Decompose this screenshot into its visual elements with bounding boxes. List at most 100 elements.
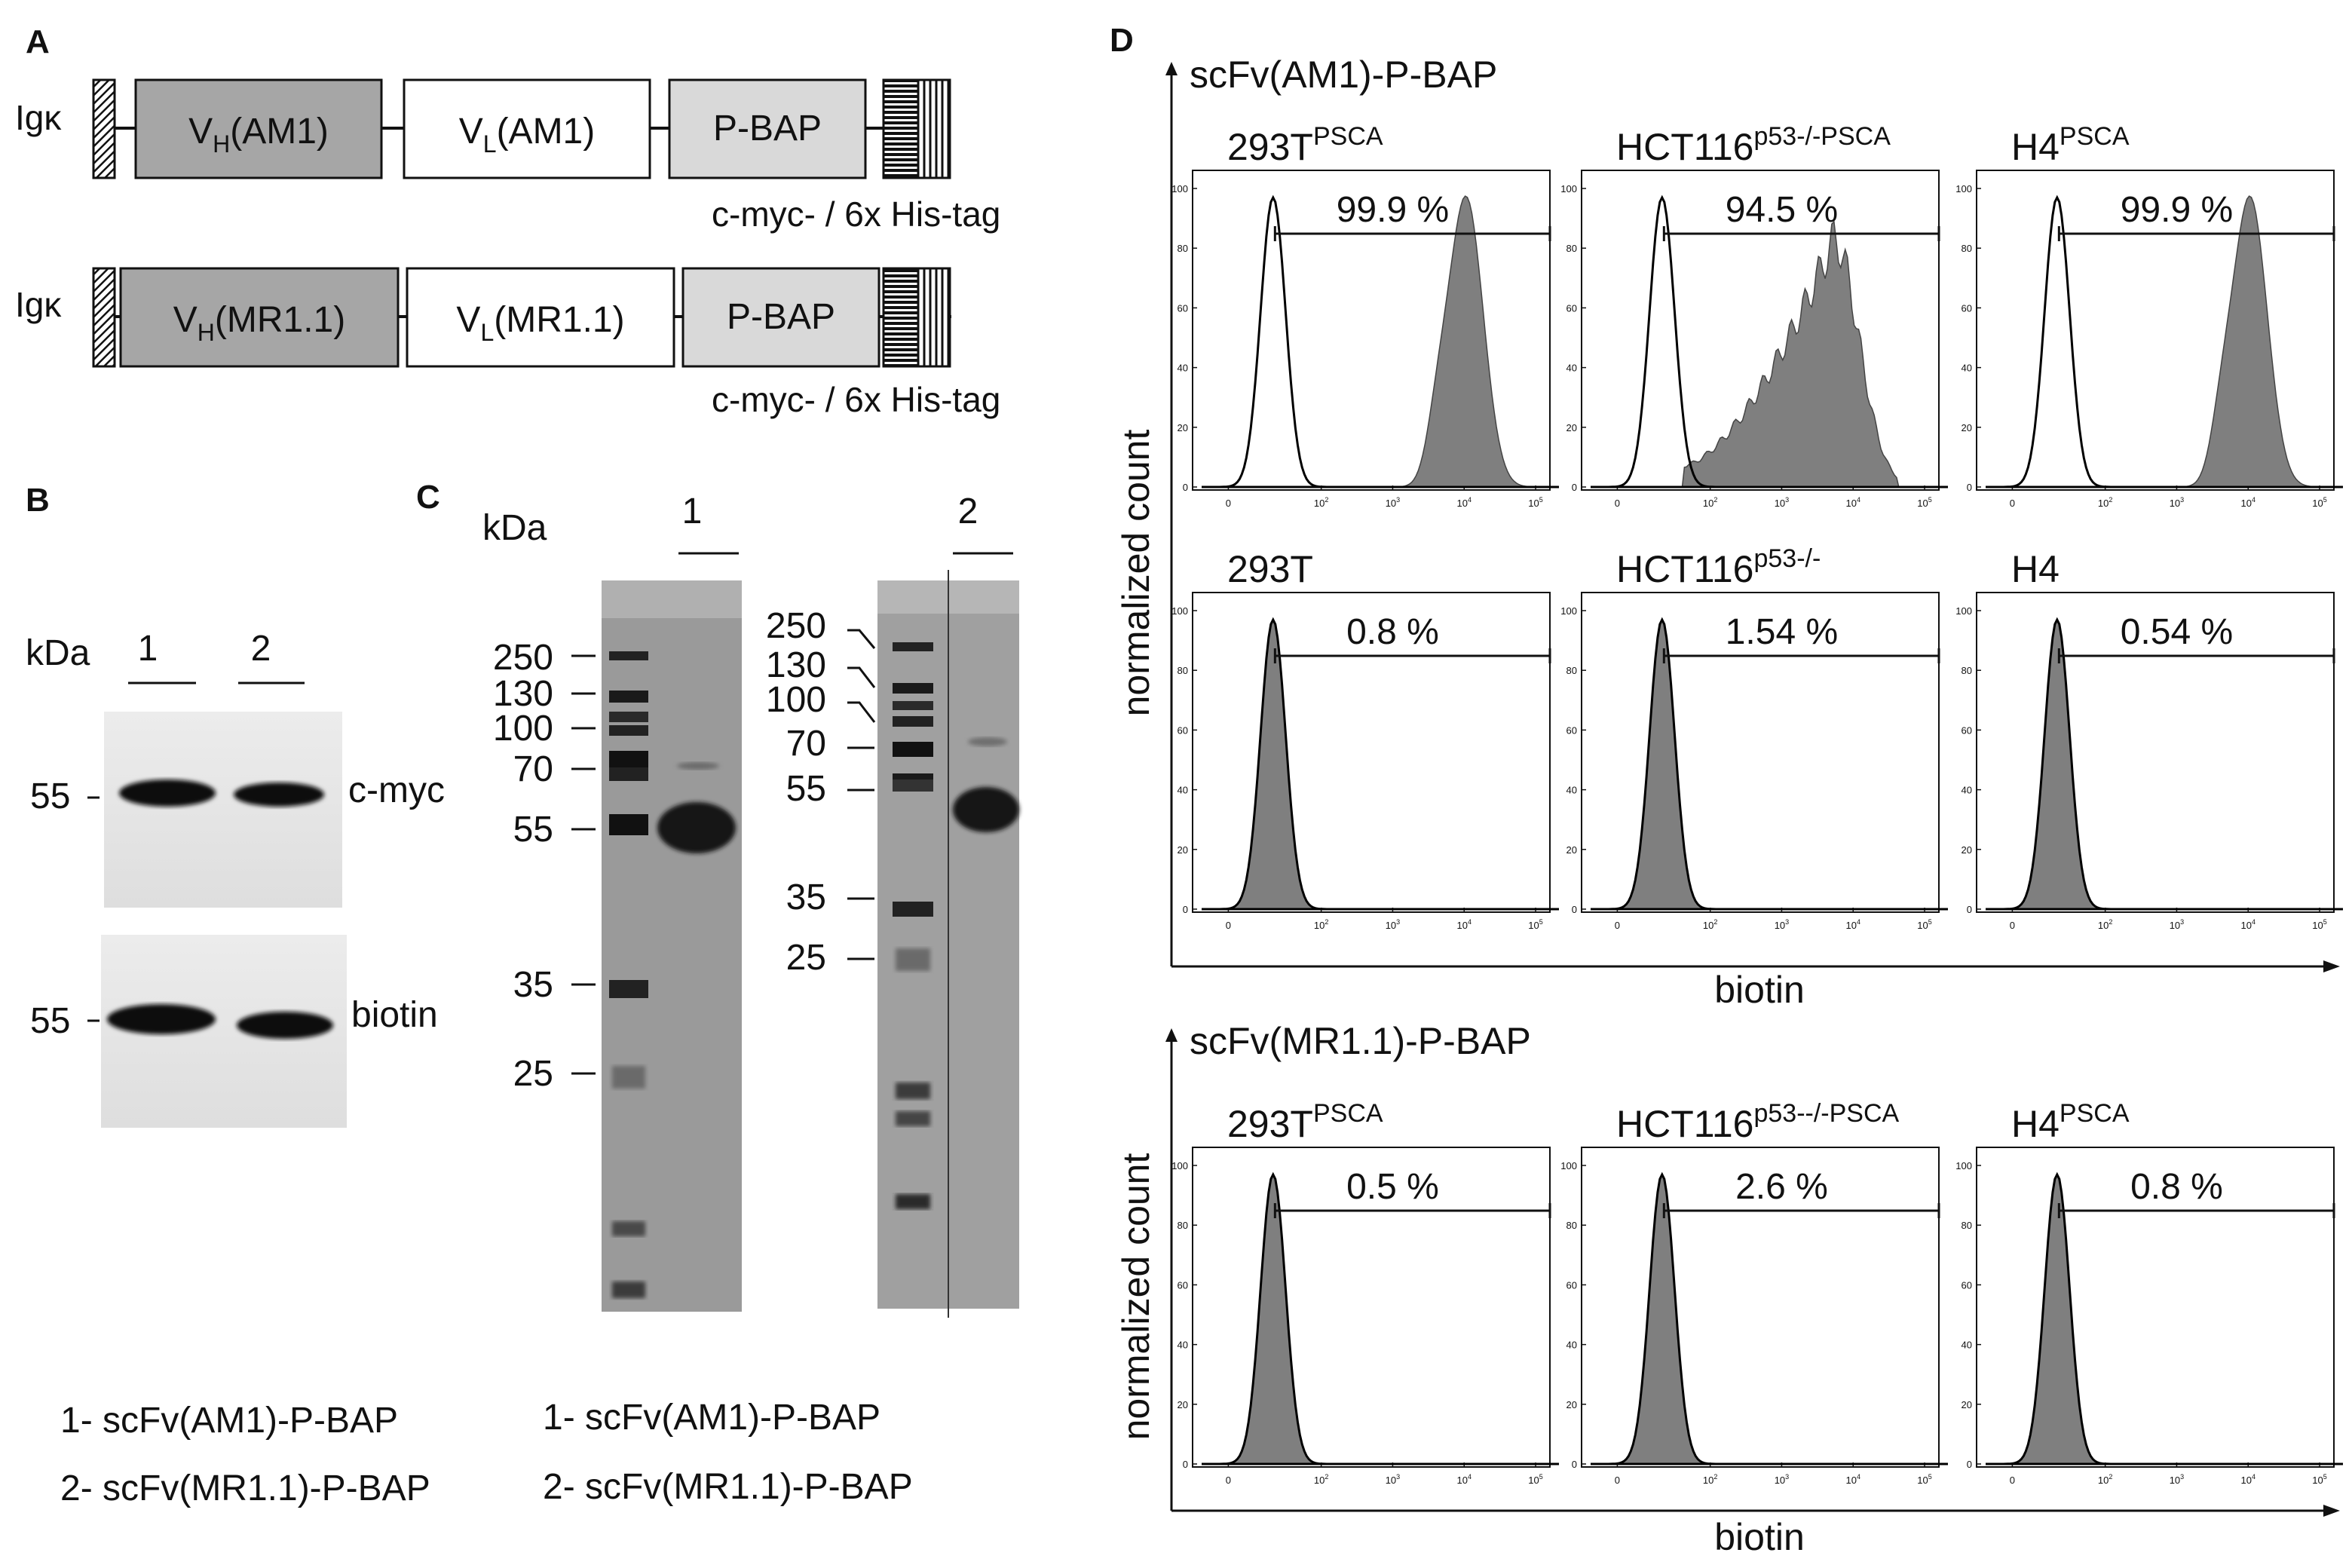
- control-histogram: [1202, 1171, 1559, 1465]
- histogram-panel: 0 20 40 60 80 100 0 102 103 104 105 0.5 % 293TPSCA: [1171, 1099, 1559, 1486]
- construct-am1: Igκ VH(AM1) VL(AM1) P-BAP c-myc- / 6x Hi…: [15, 78, 1000, 234]
- y-tick-label: 0: [1183, 904, 1188, 915]
- vl-domain-box: [406, 267, 675, 368]
- histogram-panel: 0 20 40 60 80 100 0 102 103 104 105 1.54 % HCT116p53…: [1560, 544, 1948, 931]
- y-tick-label: 40: [1566, 1340, 1577, 1351]
- x-tick-label: 102: [1314, 496, 1328, 509]
- y-tick-label: 60: [1178, 724, 1188, 736]
- y-tick-label: 0: [1967, 1459, 1972, 1470]
- y-tick-label: 80: [1178, 243, 1188, 254]
- panel-letter-d: D: [1110, 22, 1134, 59]
- gate-percentage: 1.54 %: [1726, 612, 1838, 652]
- x-tick-label: 102: [1314, 1473, 1328, 1486]
- y-tick-label: 80: [1962, 1220, 1972, 1231]
- marker-label: 55: [30, 1001, 70, 1041]
- y-tick-label: 20: [1566, 422, 1577, 433]
- y-tick-label: 80: [1178, 665, 1188, 676]
- sample-band-faint: [677, 762, 719, 770]
- y-tick-label: 60: [1566, 1279, 1577, 1291]
- marker-label: 55: [786, 769, 826, 809]
- y-tick-label: 20: [1178, 1399, 1188, 1410]
- x-tick-label: 104: [2240, 1473, 2255, 1486]
- y-tick-label: 80: [1178, 1220, 1188, 1231]
- ladder-band: [893, 742, 933, 757]
- marker-label: 130: [766, 645, 826, 685]
- y-tick-label: 40: [1962, 1340, 1972, 1351]
- control-histogram: [1202, 617, 1559, 911]
- blot-band: [119, 779, 216, 807]
- marker-tick: [847, 629, 876, 649]
- y-tick-label: 40: [1178, 363, 1188, 374]
- x-tick-label: 105: [1917, 1473, 1931, 1486]
- construct-mr11: Igκ VH(MR1.1) VL(MR1.1) P-BAP c-myc- / 6…: [15, 267, 1000, 419]
- y-tick-label: 20: [1566, 1399, 1577, 1410]
- x-tick-label: 105: [1528, 496, 1542, 509]
- cell-line-label: HCT116p53-/-PSCA: [1616, 122, 1891, 168]
- pbap-domain-label: P-BAP: [727, 297, 835, 337]
- x-tick-label: 104: [2240, 918, 2255, 931]
- ladder-band: [896, 1083, 930, 1099]
- axis-arrow: [2323, 960, 2340, 972]
- panel-letter-b: B: [26, 482, 50, 519]
- x-tick-label: 104: [1845, 496, 1860, 509]
- cell-line-label: H4PSCA: [2011, 122, 2130, 168]
- legend-item: 1- scFv(AM1)-P-BAP: [543, 1398, 880, 1438]
- y-tick-label: 40: [1566, 785, 1577, 796]
- vh-domain-label: VH(MR1.1): [173, 300, 345, 346]
- y-tick-label: 40: [1178, 1340, 1188, 1351]
- ladder-band: [893, 716, 933, 727]
- gate-percentage: 0.8 %: [2130, 1167, 2223, 1207]
- control-histogram: [1986, 617, 2343, 911]
- cell-line-label: 293TPSCA: [1227, 1099, 1383, 1145]
- x-axis-label: biotin: [1714, 1516, 1805, 1558]
- y-tick-label: 20: [1962, 422, 1972, 433]
- y-tick-label: 20: [1962, 1399, 1972, 1410]
- y-tick-label: 40: [1962, 785, 1972, 796]
- control-histogram: [1986, 1171, 2343, 1465]
- sample-band-faint: [968, 737, 1007, 746]
- y-tick-label: 80: [1566, 665, 1577, 676]
- y-tick-label: 20: [1566, 844, 1577, 856]
- y-tick-label: 0: [1572, 482, 1577, 493]
- panel-b-western: kDa 1 2 55 c-myc 55 biotin: [26, 629, 445, 1128]
- x-tick-label: 104: [1456, 918, 1471, 931]
- x-tick-label: 0: [1615, 920, 1620, 931]
- x-tick-label: 103: [2170, 918, 2184, 931]
- ladder-band: [612, 1066, 645, 1089]
- y-axis-label: normalized count: [1115, 430, 1157, 717]
- ladder-band: [612, 1221, 645, 1236]
- cell-line-label: HCT116p53-/-: [1616, 544, 1821, 590]
- x-tick-label: 102: [1703, 496, 1717, 509]
- x-tick-label: 102: [1314, 918, 1328, 931]
- panel-c-gels: kDa 1 250 130 100 70 55 35 25: [482, 492, 1019, 1318]
- marker-label: 35: [786, 877, 826, 917]
- ladder-band: [893, 779, 933, 792]
- y-tick-label: 100: [1955, 605, 1972, 617]
- gate-percentage: 94.5 %: [1726, 190, 1838, 230]
- x-tick-label: 103: [1386, 918, 1400, 931]
- ladder-band: [893, 683, 933, 694]
- control-histogram: [1202, 194, 1559, 488]
- legend-item: 1- scFv(AM1)-P-BAP: [60, 1401, 398, 1441]
- x-tick-label: 105: [2312, 1473, 2326, 1486]
- ladder-band: [893, 642, 933, 651]
- gate-percentage: 99.9 %: [2121, 190, 2233, 230]
- y-tick-label: 40: [1962, 363, 1972, 374]
- cell-line-label: 293T: [1227, 548, 1313, 590]
- x-tick-label: 104: [1456, 496, 1471, 509]
- lane-label: 2: [251, 629, 271, 669]
- gate-percentage: 0.5 %: [1346, 1167, 1439, 1207]
- y-tick-label: 100: [1955, 1160, 1972, 1171]
- y-tick-label: 40: [1566, 363, 1577, 374]
- y-tick-label: 20: [1962, 844, 1972, 856]
- y-tick-label: 20: [1178, 844, 1188, 856]
- blot-band: [237, 1012, 333, 1039]
- x-tick-label: 103: [1775, 496, 1789, 509]
- ladder-band: [893, 902, 933, 917]
- his-tag-box: [917, 78, 951, 179]
- y-tick-label: 100: [1560, 1160, 1577, 1171]
- x-tick-label: 103: [1775, 918, 1789, 931]
- y-tick-label: 60: [1962, 724, 1972, 736]
- panel-a-constructs: Igκ VH(AM1) VL(AM1) P-BAP c-myc- / 6x Hi…: [15, 78, 1000, 419]
- ladder-band: [609, 767, 648, 781]
